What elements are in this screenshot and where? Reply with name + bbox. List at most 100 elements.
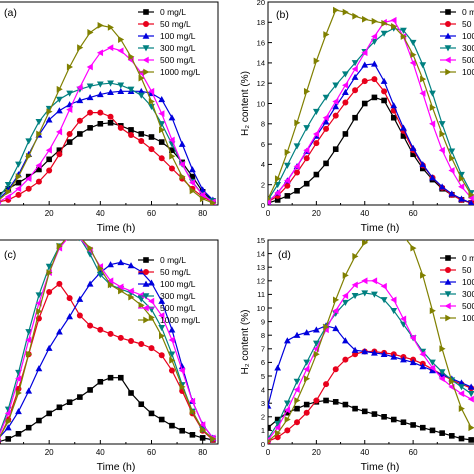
panel-a-series-1000-mg-l-point-2	[15, 173, 22, 180]
panel-c-legend-item-1000-mg-l: 1000 mg/L	[138, 315, 200, 325]
panel-b-legend-label-500-mg-l: 500 mg/L	[462, 55, 474, 65]
panel-d-legend-label-100-mg-l: 100 mg/L	[462, 277, 474, 287]
panel-d-series-1000-mg-l-point-9	[352, 252, 359, 260]
panel-b-series-1000-mg-l-point-4	[303, 87, 311, 95]
panel-d-series-500-mg-l-point-17	[429, 364, 436, 372]
panel-a-series-50-mg-l-point-14	[138, 138, 145, 145]
panel-c-series-1000-mg-l-point-9	[87, 244, 94, 252]
panel-a-series-500-mg-l-point-20	[199, 191, 206, 199]
panel-a-series-1000-mg-l-point-4	[36, 130, 43, 138]
panel-a-legend-label-50-mg-l: 50 mg/L	[160, 19, 191, 29]
panel-b: 0 20 40 60 0 2 4 6 8 10 12 14 16 18 20 Time (h) H₂ conte…	[240, 0, 474, 234]
panel-d-series-1000-mg-l-point-3	[294, 397, 301, 404]
panel-d-label: (d)	[278, 249, 291, 261]
panel-b-ylabel: H₂ content (%)	[240, 71, 251, 136]
panel-d-ytick-label-8: 8	[261, 331, 265, 340]
panel-b-series-1000-mg-l-point-0	[268, 197, 272, 201]
panel-b-ytick-label-14: 14	[257, 59, 265, 68]
panel-c-series-100-mg-l-point-18	[178, 363, 186, 370]
panel-b-series-0-mg-l-point-5	[313, 171, 320, 178]
panel-d-series-300-mg-l-line	[268, 292, 472, 439]
panel-d-ytick-label-2: 2	[261, 413, 265, 422]
panel-c-legend-marker-1000-mg-l	[143, 316, 150, 324]
panel-d-series-1000-mg-l-point-2	[284, 416, 291, 423]
panel-c-legend-label-100-mg-l: 100 mg/L	[160, 279, 196, 289]
panel-c-legend-item-50-mg-l: 50 mg/L	[138, 267, 191, 277]
panel-a-series-1000-mg-l-point-11	[107, 23, 114, 31]
panel-d-series-500-mg-l-point-14	[400, 315, 407, 323]
panel-b-series-0-mg-l-point-8	[342, 131, 349, 137]
panel-a-series-500-mg-l-point-17	[168, 136, 175, 144]
panel-d-series-0-mg-l-point-18	[439, 430, 445, 436]
panel-d-series-0-mg-l-point-0	[268, 424, 271, 431]
panel-d-series-50-mg-l-point-8	[342, 356, 349, 363]
panel-d-series-500-mg-l-line	[268, 280, 472, 441]
panel-b-series-50-mg-l-line	[268, 78, 472, 204]
panel-d-series-100-mg-l-point-16	[419, 363, 427, 370]
panel-d-series-500-mg-l-point-18	[438, 375, 445, 383]
panel-c-series-50-mg-l-point-13	[128, 337, 135, 344]
panel-d-series-100-mg-l-point-12	[380, 350, 388, 357]
panel-d-series-1000-mg-l-point-8	[342, 271, 349, 279]
panel-d-legend-marker-1000-mg-l	[445, 314, 452, 322]
panel-a-series-500-mg-l-point-6	[55, 128, 63, 136]
panel-c-series-100-mg-l-point-5	[45, 344, 53, 351]
panel-b-series-1000-mg-l-point-21	[468, 191, 474, 199]
panel-c-series-500-mg-l-point-19	[189, 397, 196, 405]
panel-c-series-500-mg-l-point-20	[199, 421, 206, 429]
panel-a-series-1000-mg-l-point-0	[0, 200, 2, 202]
panel-d-series-50-mg-l-point-6	[323, 381, 330, 388]
panel-a-legend-marker-50-mg-l	[143, 21, 149, 27]
panel-a-series-100-mg-l-point-19	[189, 166, 196, 173]
panel-d-series-500-mg-l-point-16	[419, 350, 426, 358]
panel-a-series-500-mg-l-point-9	[86, 63, 93, 71]
panel-c-series-0-mg-l-point-4	[36, 417, 42, 424]
panel-b-legend-marker-1000-mg-l	[445, 68, 452, 76]
panel-a-series-500-mg-l-point-15	[148, 87, 155, 95]
panel-a-series-300-mg-l-point-6	[55, 96, 63, 103]
panel-c-series-100-mg-l-point-16	[158, 297, 166, 304]
panel-a: 20 40 60 80 Time (h) 0 mg/L 50 mg/L 100 mg/L 300…	[0, 1, 219, 234]
panel-d-series-1000-mg-l-point-18	[439, 345, 446, 353]
panel-b-series-100-mg-l-point-11	[371, 60, 378, 67]
panel-c-series-100-mg-l-point-13	[127, 262, 135, 269]
panel-c-series-300-mg-l-point-17	[168, 351, 176, 358]
panel-c-series-1000-mg-l-point-10	[97, 265, 104, 272]
panel-b-series-1000-mg-l-point-17	[429, 104, 436, 111]
panel-d-series-1000-mg-l	[268, 240, 474, 444]
panel-a-legend-item-50-mg-l: 50 mg/L	[138, 19, 191, 29]
panel-d-legend-marker-0-mg-l	[445, 255, 451, 261]
panel-c-legend-item-500-mg-l: 500 mg/L	[138, 303, 196, 313]
panel-b-series-500-mg-l-point-6	[322, 114, 329, 122]
panel-a-series-1000-mg-l-point-8	[77, 44, 84, 52]
panel-c-series-50-mg-l-point-10	[97, 326, 104, 333]
panel-d-series-500-mg-l-point-10	[361, 277, 368, 285]
panel-d-ytick-label-10: 10	[257, 304, 265, 313]
panel-d-series-100-mg-l-point-21	[467, 383, 474, 390]
panel-c-series-50-mg-l-point-15	[148, 345, 155, 352]
panel-a-series-1000-mg-l-point-16	[159, 126, 166, 134]
panel-d-series-500-mg-l-point-8	[341, 292, 349, 300]
panel-a-legend-label-300-mg-l: 300 mg/L	[160, 43, 196, 53]
panel-c: 20 40 60 80 Time (h) 0 mg/L 50 mg/L 100 mg/L 300…	[0, 239, 219, 473]
panel-c-legend-label-500-mg-l: 500 mg/L	[160, 303, 196, 313]
panel-b-series-1000-mg-l-point-15	[410, 51, 417, 59]
panel-d-series-300-mg-l-point-3	[293, 378, 301, 385]
panel-d-series-1000-mg-l-point-20	[458, 405, 465, 413]
panel-b-xtick-label-20: 20	[312, 209, 321, 218]
panel-d-series-500-mg-l-point-13	[390, 296, 397, 304]
panel-c-legend-item-0-mg-l: 0 mg/L	[138, 255, 186, 265]
panel-a-legend-item-0-mg-l: 0 mg/L	[138, 7, 186, 17]
panel-d-series-500-mg-l-point-15	[409, 334, 416, 342]
panel-b-series-1000-mg-l-point-18	[439, 130, 446, 138]
panel-b-legend-marker-500-mg-l	[444, 56, 451, 64]
panel-b-series-500-mg-l-line	[268, 19, 472, 203]
panel-b-legend-label-100-mg-l: 100 mg/L	[462, 31, 474, 41]
panel-a-series-50-mg-l-point-9	[87, 109, 94, 116]
panel-b-series-50-mg-l-point-7	[332, 112, 339, 119]
panel-c-series-500-mg-l-point-12	[117, 283, 124, 291]
panel-d-series-1000-mg-l-point-17	[429, 307, 436, 315]
panel-d-series-50-mg-l-line	[268, 350, 472, 442]
panel-c-series-1000-mg-l-point-1	[5, 418, 12, 425]
panel-c-series-0-mg-l-point-11	[107, 374, 114, 381]
